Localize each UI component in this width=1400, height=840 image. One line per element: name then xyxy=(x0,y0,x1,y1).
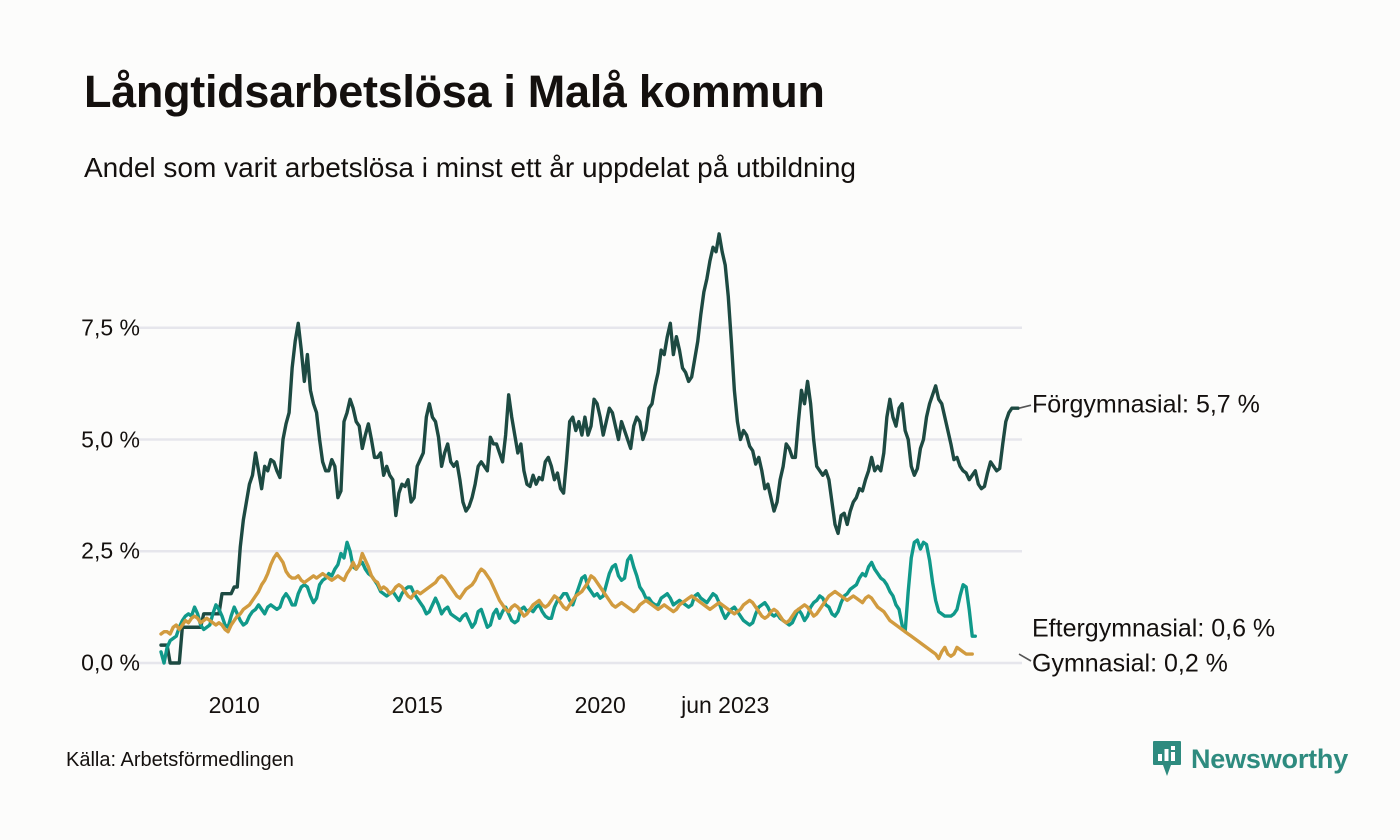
y-axis-tick-label: 2,5 % xyxy=(81,537,140,564)
label-connector xyxy=(1018,404,1032,409)
series-line-eftergymnasial xyxy=(159,538,977,665)
source-note: Källa: Arbetsförmedlingen xyxy=(66,749,294,771)
series-label-forgymnasial: Förgymnasial: 5,7 % xyxy=(1032,390,1260,419)
x-axis-tick-label: 2015 xyxy=(391,692,443,718)
series-line-förgymnasial xyxy=(159,232,1020,665)
x-axis-tick-label: jun 2023 xyxy=(681,692,770,718)
y-axis-tick-label: 0,0 % xyxy=(81,649,140,676)
series-label-gymnasial: Gymnasial: 0,2 % xyxy=(1032,649,1228,678)
series-label-eftergymnasial: Eftergymnasial: 0,6 % xyxy=(1032,614,1276,643)
page-subtitle: Andel som varit arbetslösa i minst ett å… xyxy=(84,152,856,183)
label-connectors xyxy=(1018,404,1032,662)
label-connector xyxy=(1018,653,1032,662)
gridlines xyxy=(138,326,1022,665)
series-lines xyxy=(159,232,1020,665)
series-line-gymnasial xyxy=(159,551,974,661)
newsworthy-logo: Newsworthy xyxy=(1152,740,1348,778)
logo-wordmark: Newsworthy xyxy=(1191,743,1349,774)
y-axis-tick-label: 5,0 % xyxy=(81,426,140,452)
x-axis-tick-label: 2010 xyxy=(208,692,260,718)
page-title: Långtidsarbetslösa i Malå kommun xyxy=(84,66,825,117)
bar-chart-speech-bubble-icon xyxy=(1153,741,1181,776)
y-axis-tick-label: 7,5 % xyxy=(81,314,140,341)
x-axis-tick-label: 2020 xyxy=(574,692,626,718)
